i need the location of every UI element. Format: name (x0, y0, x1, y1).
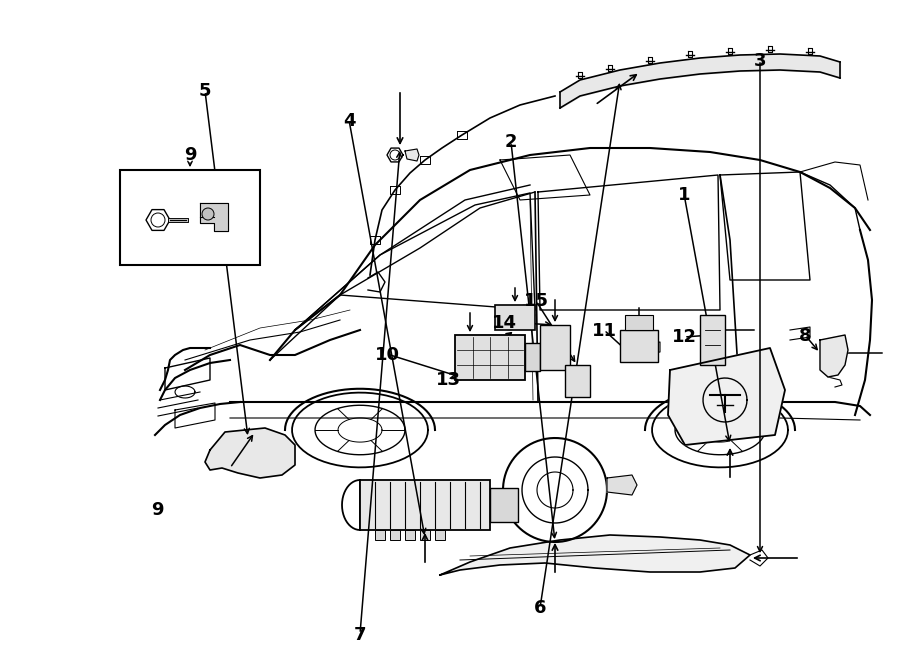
Polygon shape (820, 335, 848, 377)
Text: 3: 3 (754, 52, 767, 70)
Polygon shape (505, 305, 535, 330)
Text: 11: 11 (592, 321, 617, 340)
Bar (435, 530, 445, 540)
Text: 2: 2 (505, 133, 518, 151)
Bar (455, 335, 525, 380)
Bar (120, 170, 260, 265)
Bar (625, 315, 653, 330)
Bar (540, 325, 570, 370)
Text: 9: 9 (184, 146, 196, 164)
Circle shape (202, 208, 214, 220)
Polygon shape (440, 535, 750, 575)
Bar (390, 530, 400, 540)
Text: 1: 1 (678, 186, 690, 204)
Text: 7: 7 (354, 625, 366, 644)
Bar (700, 315, 725, 365)
Bar (565, 365, 590, 397)
Bar (405, 530, 415, 540)
Bar (375, 530, 385, 540)
Text: 9: 9 (151, 501, 164, 520)
Text: 4: 4 (343, 112, 356, 130)
Text: 5: 5 (199, 82, 212, 100)
Text: 10: 10 (374, 346, 400, 364)
Text: 15: 15 (524, 292, 549, 311)
Text: 12: 12 (671, 328, 697, 346)
Bar (495, 305, 535, 330)
Text: 8: 8 (799, 327, 812, 345)
Bar (360, 480, 490, 530)
Polygon shape (668, 348, 785, 445)
Text: 14: 14 (491, 313, 517, 332)
Text: 6: 6 (534, 599, 546, 617)
Bar (525, 343, 540, 371)
Polygon shape (405, 149, 419, 161)
Bar (420, 530, 430, 540)
Polygon shape (607, 475, 637, 495)
Bar (490, 488, 518, 522)
Text: 13: 13 (436, 371, 461, 389)
Polygon shape (205, 428, 295, 478)
Polygon shape (200, 203, 228, 231)
Bar (620, 330, 658, 362)
